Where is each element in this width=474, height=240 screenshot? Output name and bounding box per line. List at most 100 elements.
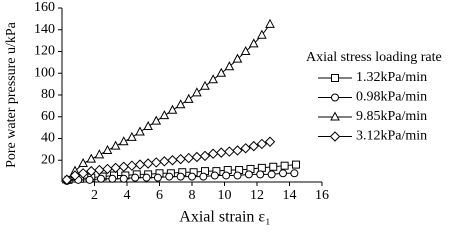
marker — [86, 165, 97, 177]
marker — [78, 157, 88, 168]
legend-marker — [331, 74, 339, 82]
x-tick-label: 12 — [250, 188, 264, 203]
marker — [94, 149, 105, 159]
marker — [233, 171, 242, 180]
marker — [208, 74, 218, 84]
x-tick-label: 2 — [91, 188, 98, 203]
legend-label: 1.32kPa/min — [356, 70, 427, 85]
y-tick-label: 60 — [41, 109, 55, 124]
marker — [94, 164, 105, 176]
marker — [86, 153, 97, 163]
y-tick-label: 160 — [34, 0, 55, 15]
marker — [127, 131, 137, 141]
marker — [232, 53, 243, 63]
marker — [192, 87, 202, 97]
marker — [292, 160, 300, 169]
marker — [126, 160, 138, 171]
marker — [69, 170, 81, 181]
marker — [108, 174, 117, 183]
marker — [200, 80, 210, 90]
marker — [222, 171, 231, 180]
marker — [264, 136, 276, 147]
marker — [77, 168, 89, 179]
marker — [151, 157, 162, 168]
marker — [224, 61, 235, 71]
marker — [102, 163, 113, 175]
y-tick-label: 20 — [41, 152, 55, 167]
marker — [135, 126, 145, 136]
marker — [175, 153, 186, 165]
x-tick-label: 6 — [156, 188, 163, 203]
x-axis-title: Axial strain ε₁ — [179, 209, 270, 226]
marker — [134, 159, 146, 170]
y-tick-label: 40 — [41, 131, 55, 146]
chart: Pore water pressure u/kPa Axial strain ε… — [4, 0, 442, 226]
marker — [175, 99, 186, 109]
marker — [61, 174, 73, 186]
marker — [224, 146, 235, 157]
legend-label: 9.85kPa/min — [356, 109, 427, 124]
y-axis-title: Pore water pressure u/kPa — [4, 21, 19, 168]
marker — [97, 174, 105, 183]
marker — [207, 148, 219, 159]
marker — [118, 136, 129, 146]
marker — [119, 174, 128, 183]
marker — [191, 151, 203, 163]
marker — [265, 18, 275, 28]
marker — [110, 140, 121, 150]
legend-marker — [329, 131, 341, 142]
marker — [183, 152, 194, 164]
marker — [85, 175, 94, 184]
marker — [279, 169, 287, 178]
marker — [199, 150, 211, 162]
marker — [257, 29, 267, 39]
legend-marker — [330, 111, 340, 121]
page: {"chart_data": {"type": "line", "xlabel"… — [4, 0, 442, 226]
x-tick-label: 10 — [218, 188, 232, 203]
marker — [199, 172, 208, 181]
marker — [165, 172, 174, 181]
marker — [256, 138, 268, 150]
marker — [118, 161, 129, 172]
marker — [240, 45, 251, 55]
marker — [248, 38, 259, 48]
marker — [159, 156, 170, 167]
marker — [102, 144, 113, 154]
marker — [232, 145, 243, 156]
x-tick-label: 16 — [315, 188, 329, 203]
marker — [143, 120, 153, 131]
marker — [110, 162, 121, 174]
marker — [188, 172, 196, 181]
marker — [244, 170, 253, 179]
marker — [216, 67, 227, 77]
marker — [167, 104, 178, 114]
marker — [131, 173, 140, 182]
marker — [280, 161, 289, 170]
marker — [151, 115, 162, 125]
marker — [153, 173, 162, 182]
marker — [257, 163, 266, 172]
legend-label: 0.98kPa/min — [356, 90, 427, 105]
marker — [290, 169, 299, 178]
y-tick-label: 140 — [34, 22, 55, 37]
legend-label: 3.12kPa/min — [356, 129, 427, 144]
marker — [267, 170, 276, 179]
legend-title: Axial stress loading rate — [306, 50, 442, 65]
marker — [167, 155, 178, 166]
marker — [159, 110, 170, 120]
x-tick-label: 14 — [283, 188, 297, 203]
y-tick-label: 80 — [41, 87, 55, 102]
marker — [216, 147, 227, 158]
marker — [269, 162, 278, 171]
x-tick-label: 8 — [189, 188, 196, 203]
marker — [142, 158, 154, 169]
marker — [240, 143, 251, 154]
marker — [256, 170, 265, 179]
marker — [248, 140, 259, 152]
legend-marker — [331, 93, 339, 102]
marker — [183, 93, 194, 103]
y-tick-label: 100 — [34, 65, 55, 80]
x-tick-label: 4 — [124, 188, 131, 203]
marker — [176, 172, 185, 181]
marker — [210, 171, 219, 180]
